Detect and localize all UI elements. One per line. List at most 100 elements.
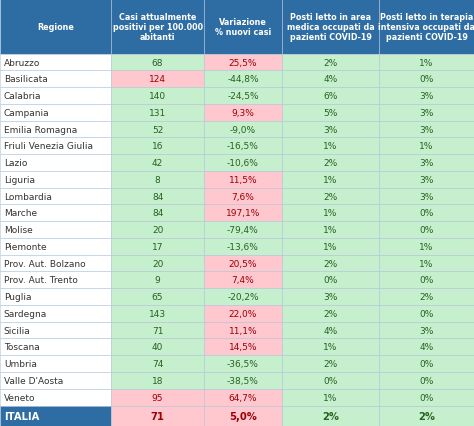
Text: 3%: 3% [419,192,434,201]
Text: Campania: Campania [4,109,49,118]
Text: 4%: 4% [323,326,338,335]
Text: Emilia Romagna: Emilia Romagna [4,125,77,134]
Bar [282,172,379,188]
Text: Marche: Marche [4,209,37,218]
Bar [111,172,204,188]
Bar [0,121,111,138]
Bar [0,55,111,71]
Bar [204,255,282,272]
Text: 197,1%: 197,1% [226,209,260,218]
Text: Abruzzo: Abruzzo [4,58,40,67]
Text: Lombardia: Lombardia [4,192,52,201]
Bar [111,406,204,426]
Bar [379,255,474,272]
Text: 3%: 3% [419,176,434,184]
Text: 1%: 1% [323,209,338,218]
Bar [204,239,282,255]
Text: 2%: 2% [323,192,338,201]
Bar [111,222,204,239]
Bar [0,205,111,222]
Text: 0%: 0% [419,225,434,235]
Text: Puglia: Puglia [4,292,31,301]
Text: 20,5%: 20,5% [228,259,257,268]
Text: Piemonte: Piemonte [4,242,46,251]
Bar [282,188,379,205]
Text: 42: 42 [152,159,163,168]
Bar [204,355,282,372]
Bar [0,88,111,105]
Bar [379,339,474,355]
Text: 0%: 0% [419,376,434,385]
Text: 40: 40 [152,343,163,351]
Text: 4%: 4% [419,343,434,351]
Text: Molise: Molise [4,225,33,235]
Bar [379,71,474,88]
Bar [204,389,282,406]
Bar [282,305,379,322]
Text: Umbria: Umbria [4,359,36,368]
Bar [0,0,111,55]
Text: 0%: 0% [419,209,434,218]
Bar [282,339,379,355]
Bar [111,155,204,172]
Text: -44,8%: -44,8% [227,75,259,84]
Bar [0,255,111,272]
Text: 2%: 2% [322,411,339,421]
Bar [111,239,204,255]
Bar [0,305,111,322]
Bar [0,222,111,239]
Bar [111,305,204,322]
Text: 74: 74 [152,359,163,368]
Bar [379,155,474,172]
Bar [0,339,111,355]
Text: 2%: 2% [323,309,338,318]
Text: 14,5%: 14,5% [228,343,257,351]
Bar [204,305,282,322]
Bar [282,55,379,71]
Text: 143: 143 [149,309,166,318]
Bar [111,188,204,205]
Text: 2%: 2% [418,411,435,421]
Text: 3%: 3% [419,109,434,118]
Text: 1%: 1% [323,393,338,402]
Bar [379,372,474,389]
Text: -79,4%: -79,4% [227,225,259,235]
Bar [282,255,379,272]
Text: Prov. Aut. Bolzano: Prov. Aut. Bolzano [4,259,85,268]
Bar [204,339,282,355]
Text: -13,6%: -13,6% [227,242,259,251]
Text: 95: 95 [152,393,164,402]
Bar [282,205,379,222]
Bar [282,71,379,88]
Bar [0,138,111,155]
Bar [204,272,282,288]
Bar [379,205,474,222]
Text: 0%: 0% [419,276,434,285]
Bar [111,121,204,138]
Bar [204,322,282,339]
Text: 25,5%: 25,5% [228,58,257,67]
Bar [0,71,111,88]
Bar [282,288,379,305]
Text: Friuli Venezia Giulia: Friuli Venezia Giulia [4,142,93,151]
Bar [204,188,282,205]
Text: Calabria: Calabria [4,92,41,101]
Bar [282,322,379,339]
Text: 8: 8 [155,176,161,184]
Text: 131: 131 [149,109,166,118]
Text: Lazio: Lazio [4,159,27,168]
Bar [204,372,282,389]
Text: 20: 20 [152,259,163,268]
Text: 65: 65 [152,292,164,301]
Bar [379,188,474,205]
Text: -9,0%: -9,0% [230,125,256,134]
Bar [204,88,282,105]
Bar [0,272,111,288]
Bar [379,322,474,339]
Text: 5%: 5% [323,109,338,118]
Text: 52: 52 [152,125,163,134]
Bar [282,121,379,138]
Bar [204,155,282,172]
Bar [204,105,282,121]
Text: Prov. Aut. Trento: Prov. Aut. Trento [4,276,78,285]
